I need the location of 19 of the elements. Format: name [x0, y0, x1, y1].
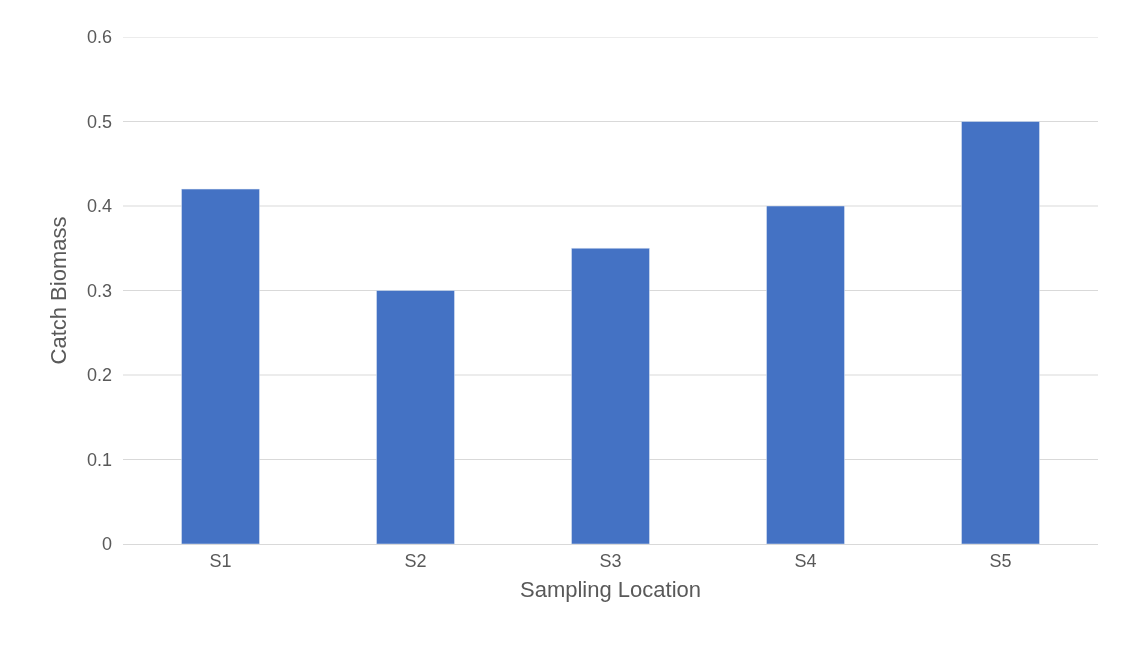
bar [376, 290, 455, 544]
y-tick-label: 0.5 [86, 111, 112, 132]
y-tick-label: 0.3 [86, 280, 112, 301]
x-axis-title: Sampling Location [519, 577, 702, 603]
x-tick-label: S5 [989, 550, 1012, 571]
bar [571, 248, 650, 544]
x-tick-label: S3 [599, 550, 622, 571]
x-tick-label: S4 [794, 550, 817, 571]
y-tick-label: 0.6 [86, 27, 112, 48]
bar [181, 188, 260, 544]
y-tick-label: 0 [101, 534, 112, 555]
y-tick-label: 0.2 [86, 365, 112, 386]
bar [961, 121, 1040, 544]
x-tick-label: S1 [209, 550, 232, 571]
y-axis-title: Catch Biomass [45, 216, 71, 365]
y-tick-label: 0.1 [86, 449, 112, 470]
x-tick-label: S2 [404, 550, 427, 571]
bar [766, 205, 845, 544]
y-tick-label: 0.4 [86, 196, 112, 217]
